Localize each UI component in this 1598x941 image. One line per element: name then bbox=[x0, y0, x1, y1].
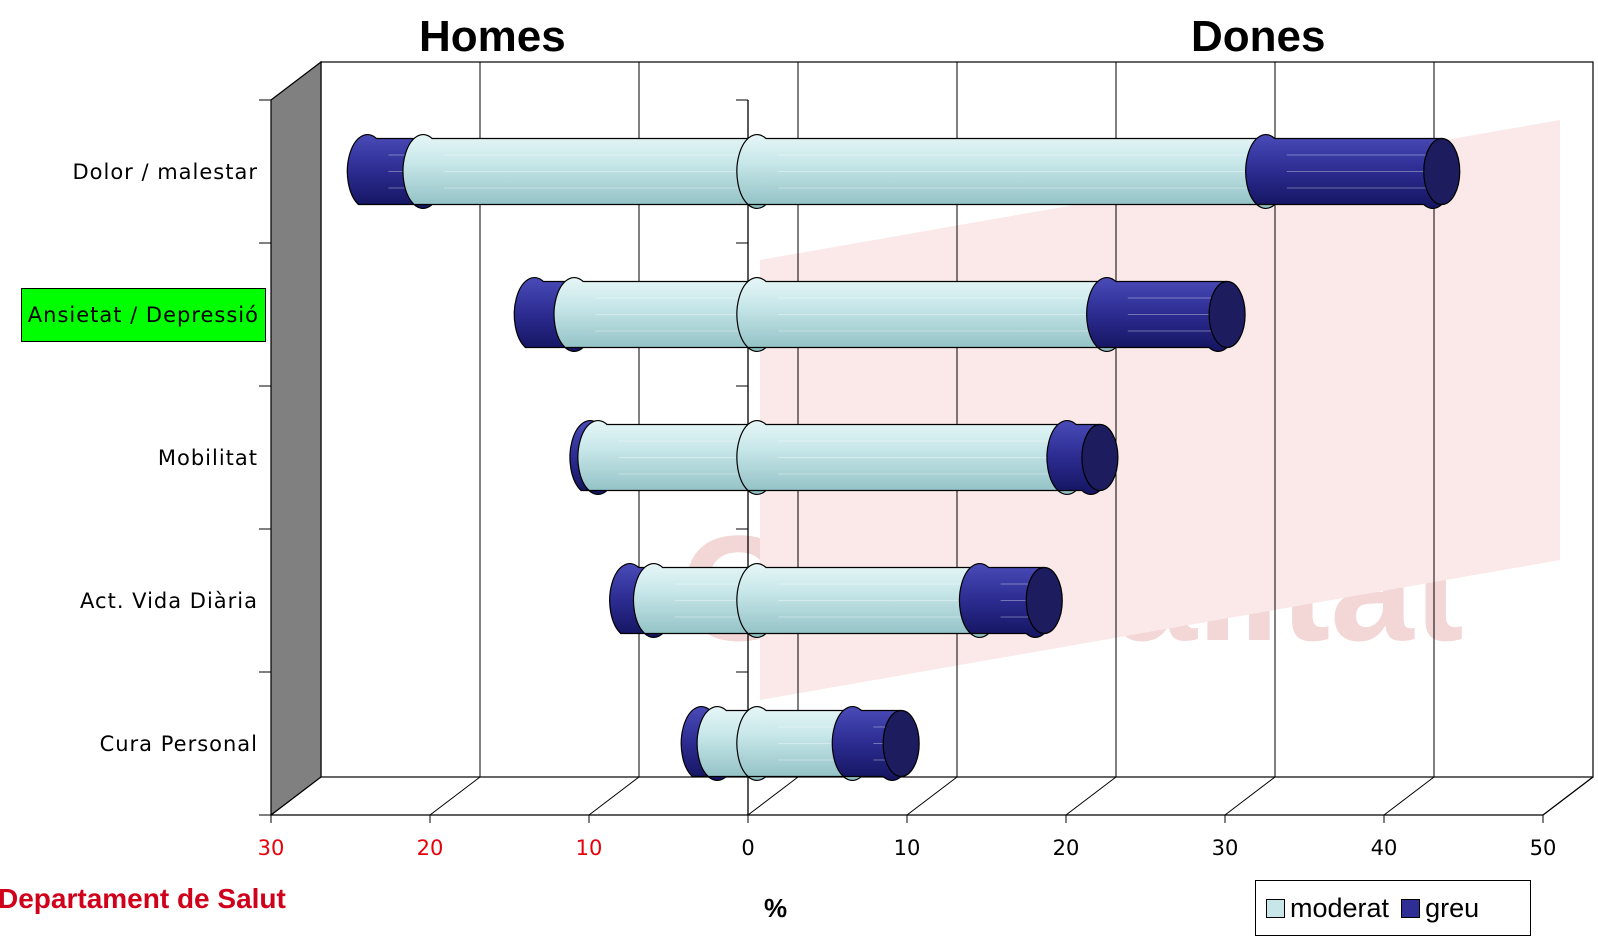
bar-end-cap bbox=[1208, 280, 1246, 349]
bar-end-cap bbox=[1423, 137, 1461, 206]
floor-gridline bbox=[1065, 776, 1117, 816]
watermark-shape bbox=[760, 120, 1560, 700]
background-watermark: Generalitat bbox=[680, 120, 1560, 700]
floor-gridline bbox=[1224, 776, 1276, 816]
floor-gridline bbox=[588, 776, 640, 816]
x-axis-label: % bbox=[764, 893, 788, 923]
bar-end-cap bbox=[1025, 566, 1063, 635]
floor-gridline bbox=[1383, 776, 1435, 816]
category-label: Ansietat / Depressió bbox=[20, 287, 266, 342]
category-label: Mobilitat bbox=[157, 445, 258, 470]
legend-item-moderat: moderat bbox=[1266, 893, 1389, 924]
x-tick-label-homes: 20 bbox=[416, 836, 444, 860]
legend-swatch-moderat bbox=[1266, 898, 1285, 918]
x-tick-label-dones: 10 bbox=[893, 836, 921, 860]
bar-end-cap bbox=[882, 709, 920, 778]
legend-item-greu: greu bbox=[1401, 893, 1479, 924]
legend-label-moderat: moderat bbox=[1290, 892, 1390, 923]
floor-gridline bbox=[1542, 776, 1594, 816]
x-tick-label-dones: 40 bbox=[1370, 836, 1398, 860]
category-label: Dolor / malestar bbox=[72, 159, 258, 184]
x-tick-label-dones: 30 bbox=[1211, 836, 1239, 860]
chart-bars bbox=[346, 134, 1461, 781]
category-label: Cura Personal bbox=[99, 731, 258, 756]
legend: moderat greu bbox=[1255, 880, 1531, 936]
x-tick-label-homes: 30 bbox=[257, 836, 285, 860]
x-tick-label-dones: 0 bbox=[741, 836, 755, 860]
category-label: Act. Vida Diària bbox=[80, 588, 258, 613]
x-tick-label-homes: 10 bbox=[575, 836, 603, 860]
floor-gridline bbox=[429, 776, 481, 816]
floor-gridline bbox=[906, 776, 958, 816]
floor-gridline bbox=[747, 776, 799, 816]
side-wall bbox=[270, 60, 322, 817]
title-homes: Homes bbox=[419, 12, 566, 61]
footer-organization: Departament de Salut bbox=[0, 883, 286, 914]
legend-label-greu: greu bbox=[1425, 892, 1480, 923]
floor-gridline bbox=[270, 776, 322, 816]
x-tick-label-dones: 50 bbox=[1529, 836, 1557, 860]
bar-end-cap bbox=[1081, 423, 1119, 492]
legend-swatch-greu bbox=[1401, 898, 1421, 918]
x-tick-label-dones: 20 bbox=[1052, 836, 1080, 860]
title-dones: Dones bbox=[1191, 12, 1326, 61]
